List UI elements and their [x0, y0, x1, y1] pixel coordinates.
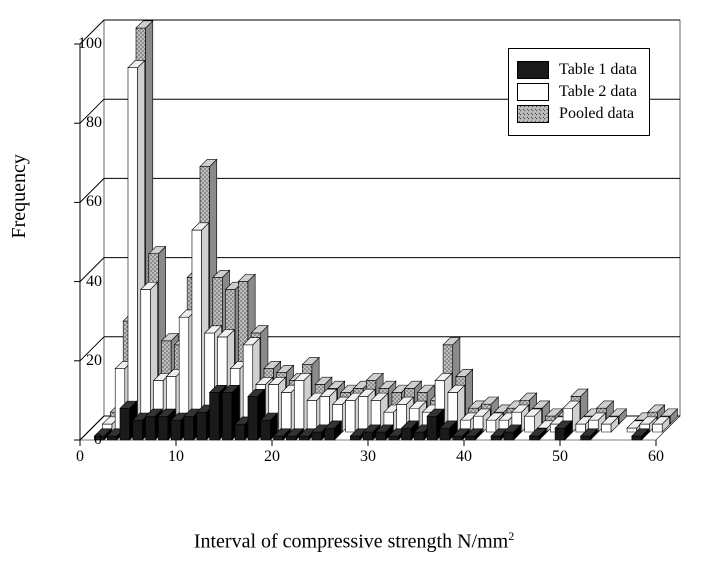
x-tick-label: 30 — [360, 448, 376, 466]
plot-area: Table 1 data Table 2 data Pooled data — [80, 20, 680, 480]
legend-swatch-0 — [517, 61, 549, 79]
legend-swatch-2 — [517, 105, 549, 123]
legend-label-2: Pooled data — [559, 105, 634, 123]
x-tick-label: 40 — [456, 448, 472, 466]
y-tick-label: 80 — [62, 114, 102, 132]
legend-item-0: Table 1 data — [517, 61, 637, 79]
legend-item-1: Table 2 data — [517, 83, 637, 101]
legend: Table 1 data Table 2 data Pooled data — [508, 48, 650, 136]
legend-label-1: Table 2 data — [559, 83, 637, 101]
y-tick-label: 60 — [62, 193, 102, 211]
legend-label-0: Table 1 data — [559, 61, 637, 79]
x-tick-label: 50 — [552, 448, 568, 466]
x-tick-label: 20 — [264, 448, 280, 466]
x-axis-label-sup: 2 — [508, 529, 514, 543]
x-tick-label: 10 — [168, 448, 184, 466]
y-tick-label: 0 — [62, 431, 102, 449]
y-axis-label: Frequency — [8, 154, 31, 238]
legend-item-2: Pooled data — [517, 105, 637, 123]
y-tick-label: 100 — [62, 35, 102, 53]
y-tick-label: 40 — [62, 273, 102, 291]
y-tick-label: 20 — [62, 352, 102, 370]
x-axis-label-text: Interval of compressive strength N/mm — [194, 531, 508, 553]
x-tick-label: 60 — [648, 448, 664, 466]
x-axis-label: Interval of compressive strength N/mm2 — [0, 529, 708, 554]
legend-swatch-1 — [517, 83, 549, 101]
figure: Frequency Interval of compressive streng… — [0, 0, 708, 566]
x-tick-label: 0 — [76, 448, 84, 466]
